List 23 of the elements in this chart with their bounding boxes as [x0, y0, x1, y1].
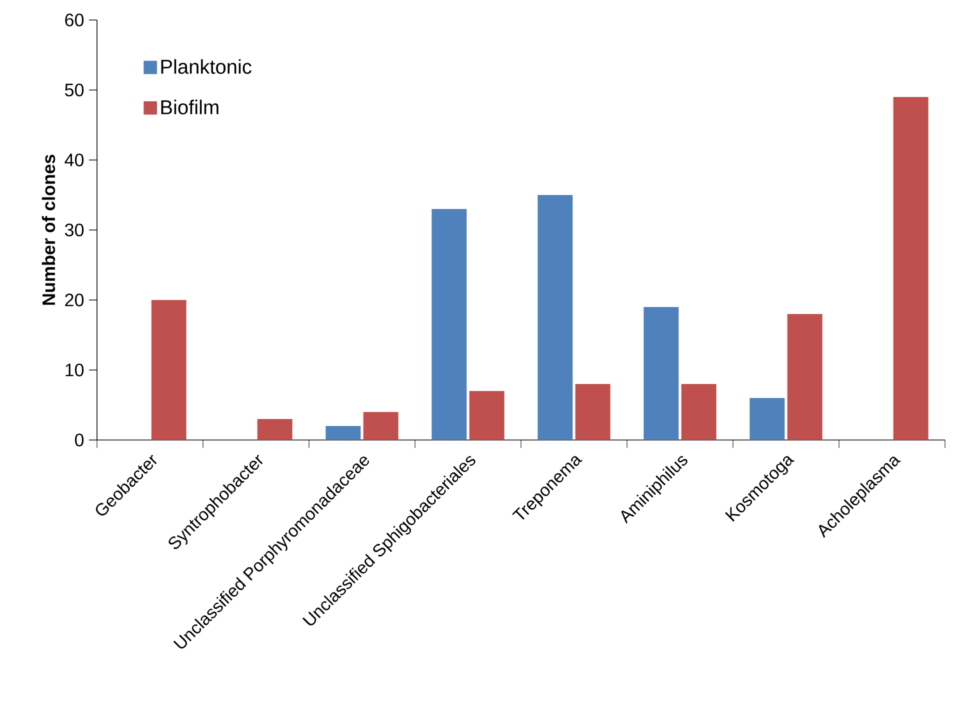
bar: [363, 412, 398, 440]
bar: [326, 426, 361, 440]
y-axis-title: Number of clones: [42, 154, 56, 305]
bar: [257, 418, 292, 440]
y-tick-label: 10: [66, 364, 84, 376]
bar: [575, 384, 610, 440]
legend-label: Biofilm: [161, 100, 218, 114]
bar: [893, 96, 928, 440]
bar: [681, 384, 716, 440]
bar: [644, 306, 679, 440]
bar: [469, 390, 504, 440]
y-tick-label: 40: [64, 154, 84, 166]
bar: [787, 314, 822, 440]
bar: [151, 300, 186, 440]
y-tick-label: 50: [64, 84, 84, 96]
y-tick-label: 0: [74, 434, 84, 446]
y-tick-label: 20: [65, 294, 84, 306]
bar: [432, 208, 467, 440]
legend-label: Planktonic: [161, 59, 252, 74]
bar: [538, 194, 573, 440]
y-tick-label: 30: [64, 224, 84, 236]
bar: [750, 398, 785, 440]
y-tick-label: 60: [65, 14, 84, 26]
